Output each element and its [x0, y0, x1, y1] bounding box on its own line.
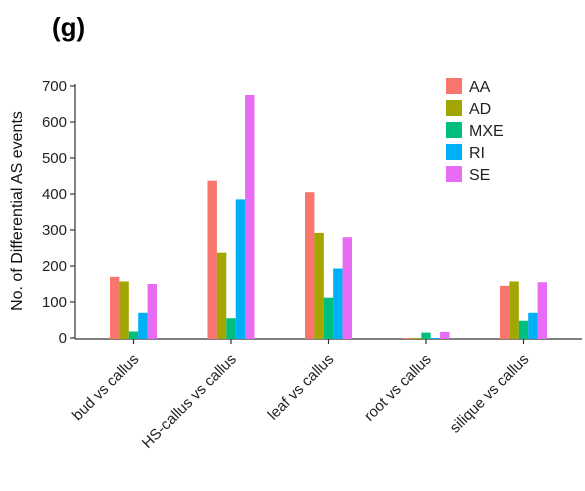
bar-mxe-3	[323, 297, 334, 339]
bar-mxe-1	[128, 331, 139, 339]
bar-ad-4	[411, 338, 422, 339]
y-axis-label: No. of Differential AS events	[9, 111, 26, 311]
bar-ri-4	[430, 338, 441, 339]
bar-ad-5	[509, 281, 519, 339]
y-tick-label: 600	[42, 114, 67, 131]
x-tick-label: leaf vs callus	[265, 351, 338, 424]
legend-label-aa: AA	[469, 79, 491, 96]
legend-label-ad: AD	[469, 101, 491, 118]
x-tick-label: root vs callus	[361, 351, 435, 425]
panel-label: (g)	[52, 12, 86, 42]
legend-swatch-aa	[446, 78, 462, 94]
y-tick-label: 500	[42, 150, 67, 167]
bar-aa-1	[110, 276, 120, 339]
bar-mxe-2	[226, 318, 236, 339]
legend-label-se: SE	[469, 167, 490, 184]
legend-swatch-se	[446, 166, 462, 182]
chart-bars	[110, 95, 547, 339]
legend-swatch-mxe	[446, 122, 462, 138]
bar-ad-3	[314, 232, 324, 339]
x-tick-label: bud vs callus	[69, 351, 142, 424]
bar-ri-3	[333, 268, 343, 339]
y-tick-label: 100	[42, 294, 67, 311]
legend-label-mxe: MXE	[469, 123, 504, 140]
legend-swatch-ad	[446, 100, 462, 116]
bar-ad-1	[119, 281, 129, 339]
bar-ri-1	[138, 312, 148, 339]
legend-swatch-ri	[446, 144, 462, 160]
bar-se-1	[147, 284, 157, 339]
legend-label-ri: RI	[469, 145, 485, 162]
bar-aa-2	[207, 180, 217, 339]
bar-se-2	[245, 95, 255, 339]
bar-mxe-5	[518, 320, 529, 339]
bar-aa-5	[500, 285, 510, 339]
bar-se-5	[537, 282, 547, 339]
bar-ad-2	[216, 252, 227, 339]
chart-legend: AA AD MXE RI SE	[446, 78, 504, 184]
bar-ri-2	[235, 199, 246, 339]
x-tick-label: HS-callus vs callus	[139, 351, 240, 452]
y-tick-label: 700	[42, 78, 67, 95]
y-tick-label: 0	[59, 330, 67, 347]
bar-ri-5	[528, 312, 538, 339]
bar-se-4	[440, 331, 450, 339]
y-tick-label: 400	[42, 186, 67, 203]
bar-aa-4	[402, 338, 412, 339]
bar-mxe-4	[421, 332, 431, 339]
bar-se-3	[342, 237, 352, 339]
x-tick-label: silique vs callus	[447, 351, 533, 437]
bar-aa-3	[305, 192, 315, 339]
y-tick-label: 300	[42, 222, 67, 239]
y-tick-label: 200	[42, 258, 67, 275]
